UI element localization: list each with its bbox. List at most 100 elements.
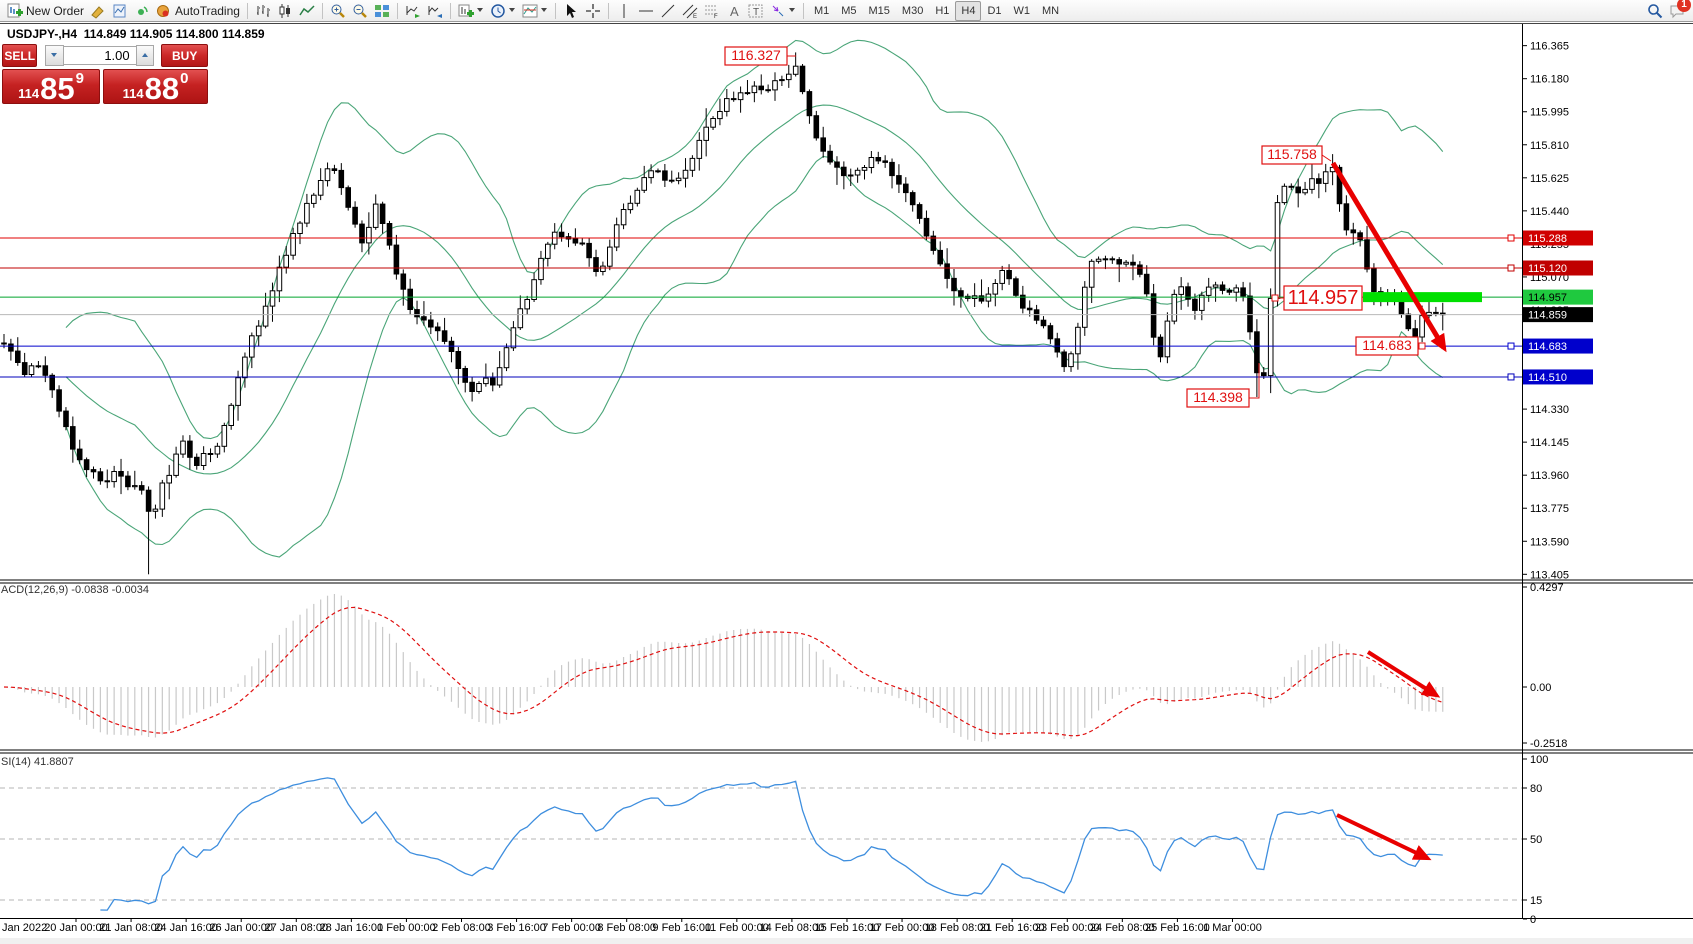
horizontal-line-tool[interactable] [635,1,657,21]
auto-scroll-button[interactable] [402,1,424,21]
text-label-icon: T [748,4,763,18]
chart-shift-icon [428,5,442,18]
trend-arrow[interactable] [1366,650,1441,698]
crosshair-button[interactable] [582,1,604,21]
highlight-level-bar[interactable] [1363,292,1482,303]
notifications-button[interactable]: 1 [1669,0,1691,19]
cursor-button[interactable] [560,1,582,21]
price-annotation[interactable] [1355,336,1419,356]
trendline-icon [661,4,675,17]
bollinger-lower [65,155,1444,558]
price-annotation[interactable] [1261,145,1323,165]
buy-button[interactable]: BUY [161,44,208,67]
new-order-label: New Order [26,3,85,18]
tab-timeframe-m15[interactable]: M15 [868,4,890,17]
price-annotation[interactable] [1186,388,1250,408]
annotations-layer[interactable]: 116.327 115.758 114.957 114.683 114.398 [724,46,1426,408]
tile-windows-button[interactable] [371,1,393,21]
autotrading-button[interactable]: AutoTrading [153,1,243,21]
date-label: 1 Feb 00:00 [377,922,436,934]
toolbar-separator [802,2,804,19]
price-axis[interactable]: 116.365 116.180 115.995 115.810 115.625 115.4… [1523,41,1593,582]
autotrading-icon [157,4,170,17]
templates-icon [522,4,538,17]
tab-timeframe-w1[interactable]: W1 [1013,4,1031,17]
rsi-axis-label: 80 [1530,783,1542,795]
svg-text:E: E [693,14,697,19]
price-tick-label: 114.145 [1530,437,1569,449]
zoom-out-button[interactable] [349,1,371,21]
window-bottom-strip [0,938,1693,944]
line-hook[interactable] [1507,342,1515,350]
horizontal-line-icon [638,10,653,11]
line-hook[interactable] [1507,234,1515,242]
templates-dropdown[interactable] [519,1,551,21]
sell-price-display[interactable]: 114 85 9 [2,69,101,104]
price-annotation[interactable] [724,46,788,66]
new-chart-dropdown[interactable] [455,1,487,21]
tab-timeframe-d1[interactable]: D1 [987,4,1002,17]
svg-text:F: F [714,14,718,19]
line-hook[interactable] [1507,373,1515,381]
price-tick-label: 115.810 [1530,140,1569,152]
toolbar-separator [554,2,556,19]
price-tick-label: 115.440 [1530,206,1569,218]
line-chart-icon [299,4,315,15]
tab-timeframe-m1[interactable]: M1 [813,4,830,17]
period-dropdown[interactable] [487,1,519,21]
toolbar: New Order AutoTrading [0,0,1693,22]
equidistant-channel-tool[interactable]: E [679,1,701,21]
new-order-button[interactable]: New Order [4,1,87,21]
chevron-down-icon [50,53,57,57]
candlestick-chart-button[interactable] [274,1,296,21]
arrows-dropdown[interactable] [767,1,799,21]
sell-button[interactable]: SELL [2,44,38,67]
svg-text:114.683: 114.683 [1362,337,1412,353]
line-hook[interactable] [1507,264,1515,272]
volume-decrease-button[interactable] [44,45,64,66]
chart-window [0,23,1693,939]
zoom-out-icon [353,4,367,18]
svg-text:114.510: 114.510 [1528,372,1567,384]
search-icon[interactable] [1647,3,1663,19]
svg-text:114.957: 114.957 [1288,287,1359,309]
zoom-in-button[interactable] [327,1,349,21]
date-label: 26 Jan 00:00 [209,922,273,934]
rsi-levels [0,787,1522,901]
crayon-button[interactable] [87,1,109,21]
price-tick-label: 113.960 [1530,470,1569,482]
tab-timeframe-h1[interactable]: H1 [935,4,950,17]
tab-timeframe-h4[interactable]: H4 [955,0,982,21]
price-annotation[interactable] [1283,285,1363,311]
buy-price-big: 88 [144,70,180,106]
tab-timeframe-mn[interactable]: MN [1042,4,1060,17]
trend-arrow[interactable] [1336,813,1432,861]
signals-button[interactable] [131,1,153,21]
volume-input[interactable] [63,46,136,65]
toolbar-separator [246,2,248,19]
price-lines-layer[interactable] [0,234,1522,381]
tab-timeframe-m30[interactable]: M30 [901,4,924,17]
highlight-layer[interactable] [1363,292,1482,303]
buy-price-display[interactable]: 114 88 0 [103,69,208,104]
arrows-layer[interactable] [1330,161,1447,861]
date-label: 14 Feb 08:00 [759,922,824,934]
trendline-tool[interactable] [657,1,679,21]
profiles-button[interactable] [109,1,131,21]
fibonacci-tool[interactable]: F [701,1,723,21]
macd-axis-label: 0.00 [1530,682,1551,694]
zoom-in-icon [331,4,345,18]
chart-shift-button[interactable] [424,1,446,21]
line-chart-button[interactable] [296,1,318,21]
text-tool[interactable]: A [723,1,745,21]
price-tick-label: 113.405 [1530,569,1569,581]
volume-increase-button[interactable] [135,45,155,66]
date-label: 3 Feb 16:00 [487,922,546,934]
vertical-line-tool[interactable] [613,1,635,21]
tab-timeframe-m5[interactable]: M5 [841,4,857,17]
trend-arrow[interactable] [1330,161,1447,353]
bar-chart-button[interactable] [252,1,274,21]
text-label-tool[interactable]: T [745,1,767,21]
